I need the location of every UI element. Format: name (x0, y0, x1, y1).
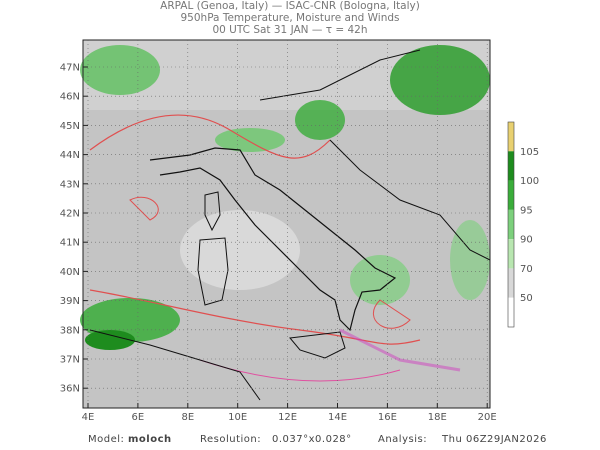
lon-label: 16E (378, 412, 397, 423)
colorbar-label: 100 (520, 176, 539, 187)
colorbar-label: 105 (520, 147, 539, 158)
colorbar: 105 100 95 90 70 50 (507, 121, 539, 328)
lon-label: 18E (428, 412, 447, 423)
lat-label: 39N (60, 296, 80, 307)
lon-label: 12E (278, 412, 297, 423)
colorbar-segment (508, 297, 514, 327)
lat-label: 36N (60, 384, 80, 395)
footer-value: Thu 06Z29JAN2026 (441, 434, 547, 445)
colorbar-segment (508, 209, 514, 240)
header-line: 00 UTC Sat 31 JAN — τ = 42h (212, 24, 367, 36)
colorbar-label: 70 (520, 264, 533, 275)
colorbar-label: 95 (520, 205, 533, 216)
lon-label: 6E (132, 412, 145, 423)
colorbar-segment (508, 239, 514, 269)
lat-label: 44N (60, 150, 80, 161)
lon-label: 10E (228, 412, 247, 423)
header-line: ARPAL (Genoa, Italy) — ISAC-CNR (Bologna… (160, 0, 420, 12)
lon-label: 20E (478, 412, 497, 423)
lat-label: 40N (60, 267, 80, 278)
colorbar-segment (508, 268, 514, 298)
footer-label: Model: (88, 434, 124, 445)
lat-label: 41N (60, 238, 80, 249)
footer-label: Analysis: (378, 434, 427, 445)
colorbar-label: 50 (520, 293, 533, 304)
colorbar-segment (508, 122, 514, 152)
lat-label: 42N (60, 209, 80, 220)
footer-value: moloch (128, 434, 172, 445)
footer-value: 0.037°x0.028° (272, 434, 352, 445)
colorbar-frame (507, 121, 515, 328)
map-field (80, 39, 491, 409)
lat-label: 46N (60, 92, 80, 103)
lat-label: 37N (60, 355, 80, 366)
colorbar-segment (508, 151, 514, 181)
lat-label: 47N (60, 63, 80, 74)
lon-label: 8E (181, 412, 194, 423)
lat-label: 38N (60, 325, 80, 336)
lon-label: 14E (328, 412, 347, 423)
lat-label: 43N (60, 179, 80, 190)
lat-label: 45N (60, 121, 80, 132)
colorbar-segment (508, 180, 514, 210)
header-line: 950hPa Temperature, Moisture and Winds (181, 12, 400, 24)
colorbar-label: 90 (520, 235, 533, 246)
lon-label: 4E (82, 412, 95, 423)
footer-label: Resolution: (200, 434, 261, 445)
